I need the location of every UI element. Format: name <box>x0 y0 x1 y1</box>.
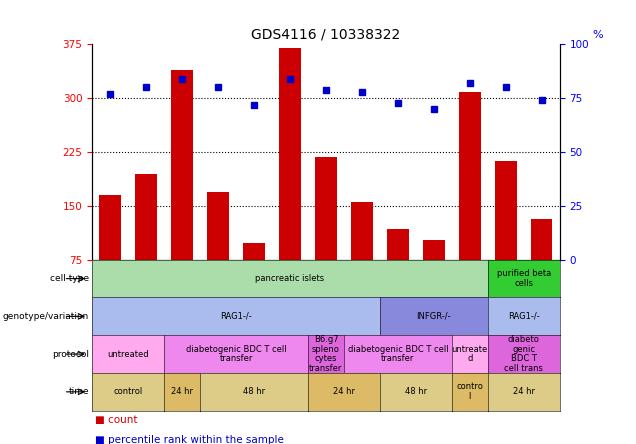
Text: B6.g7
spleno
cytes
transfer: B6.g7 spleno cytes transfer <box>309 335 343 373</box>
Text: INFGR-/-: INFGR-/- <box>417 312 451 321</box>
Bar <box>495 161 516 260</box>
Text: contro
l: contro l <box>457 382 483 401</box>
Text: pancreatic islets: pancreatic islets <box>256 274 324 283</box>
Text: 24 hr: 24 hr <box>513 387 535 396</box>
Bar <box>315 157 336 260</box>
Bar <box>243 243 265 260</box>
Bar <box>531 219 553 260</box>
Text: genotype/variation: genotype/variation <box>3 312 89 321</box>
Bar <box>207 191 229 260</box>
Text: RAG1-/-: RAG1-/- <box>508 312 539 321</box>
Text: ■ count: ■ count <box>95 415 138 424</box>
Text: untreate
d: untreate d <box>452 345 488 364</box>
Text: %: % <box>592 30 603 40</box>
Bar <box>279 48 301 260</box>
Title: GDS4116 / 10338322: GDS4116 / 10338322 <box>251 28 401 42</box>
Text: control: control <box>114 387 143 396</box>
Text: untreated: untreated <box>107 349 149 359</box>
Text: ■ percentile rank within the sample: ■ percentile rank within the sample <box>95 435 284 444</box>
Bar <box>171 70 193 260</box>
Text: 48 hr: 48 hr <box>404 387 427 396</box>
Text: 48 hr: 48 hr <box>243 387 265 396</box>
Bar <box>135 174 157 260</box>
Text: protocol: protocol <box>52 349 89 359</box>
Text: purified beta
cells: purified beta cells <box>497 269 551 288</box>
Text: RAG1-/-: RAG1-/- <box>220 312 252 321</box>
Bar <box>387 229 409 260</box>
Bar <box>459 92 481 260</box>
Text: diabeto
genic
BDC T
cell trans: diabeto genic BDC T cell trans <box>504 335 543 373</box>
Bar <box>99 195 121 260</box>
Text: 24 hr: 24 hr <box>171 387 193 396</box>
Text: diabetogenic BDC T cell
transfer: diabetogenic BDC T cell transfer <box>347 345 448 364</box>
Text: cell type: cell type <box>50 274 89 283</box>
Bar <box>423 240 445 260</box>
Text: 24 hr: 24 hr <box>333 387 355 396</box>
Text: time: time <box>69 387 89 396</box>
Text: diabetogenic BDC T cell
transfer: diabetogenic BDC T cell transfer <box>186 345 286 364</box>
Bar <box>351 202 373 260</box>
